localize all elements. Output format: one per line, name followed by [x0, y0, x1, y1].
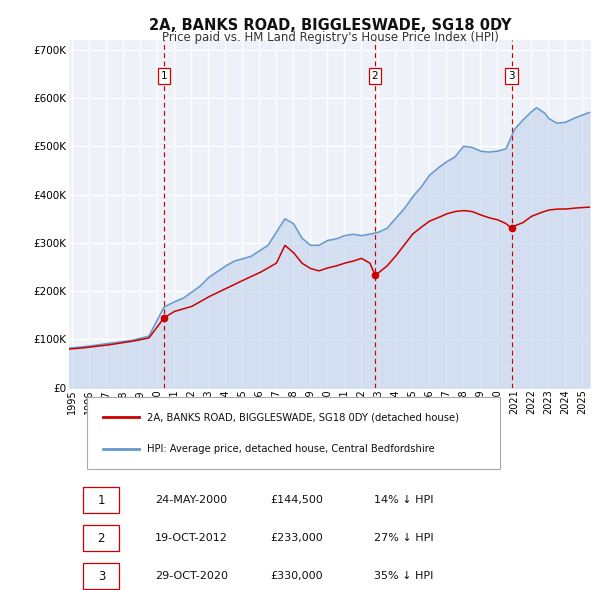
Text: HPI: Average price, detached house, Central Bedfordshire: HPI: Average price, detached house, Cent… — [148, 444, 435, 454]
Text: 3: 3 — [98, 569, 105, 582]
Text: £330,000: £330,000 — [270, 571, 323, 581]
Text: 2A, BANKS ROAD, BIGGLESWADE, SG18 0DY (detached house): 2A, BANKS ROAD, BIGGLESWADE, SG18 0DY (d… — [148, 412, 460, 422]
Text: 27% ↓ HPI: 27% ↓ HPI — [374, 533, 434, 543]
FancyBboxPatch shape — [83, 487, 119, 513]
Text: 2: 2 — [372, 71, 379, 81]
FancyBboxPatch shape — [83, 525, 119, 551]
Text: £233,000: £233,000 — [270, 533, 323, 543]
Text: 2A, BANKS ROAD, BIGGLESWADE, SG18 0DY: 2A, BANKS ROAD, BIGGLESWADE, SG18 0DY — [149, 18, 511, 33]
FancyBboxPatch shape — [87, 396, 500, 470]
Text: 1: 1 — [98, 494, 105, 507]
Text: 24-MAY-2000: 24-MAY-2000 — [155, 496, 227, 505]
Text: £144,500: £144,500 — [270, 496, 323, 505]
Text: 35% ↓ HPI: 35% ↓ HPI — [374, 571, 434, 581]
Text: 29-OCT-2020: 29-OCT-2020 — [155, 571, 228, 581]
Text: 14% ↓ HPI: 14% ↓ HPI — [374, 496, 434, 505]
Text: Price paid vs. HM Land Registry's House Price Index (HPI): Price paid vs. HM Land Registry's House … — [161, 31, 499, 44]
FancyBboxPatch shape — [83, 563, 119, 589]
Text: 19-OCT-2012: 19-OCT-2012 — [155, 533, 228, 543]
Text: 3: 3 — [508, 71, 515, 81]
Text: 2: 2 — [98, 532, 105, 545]
Text: 1: 1 — [161, 71, 167, 81]
